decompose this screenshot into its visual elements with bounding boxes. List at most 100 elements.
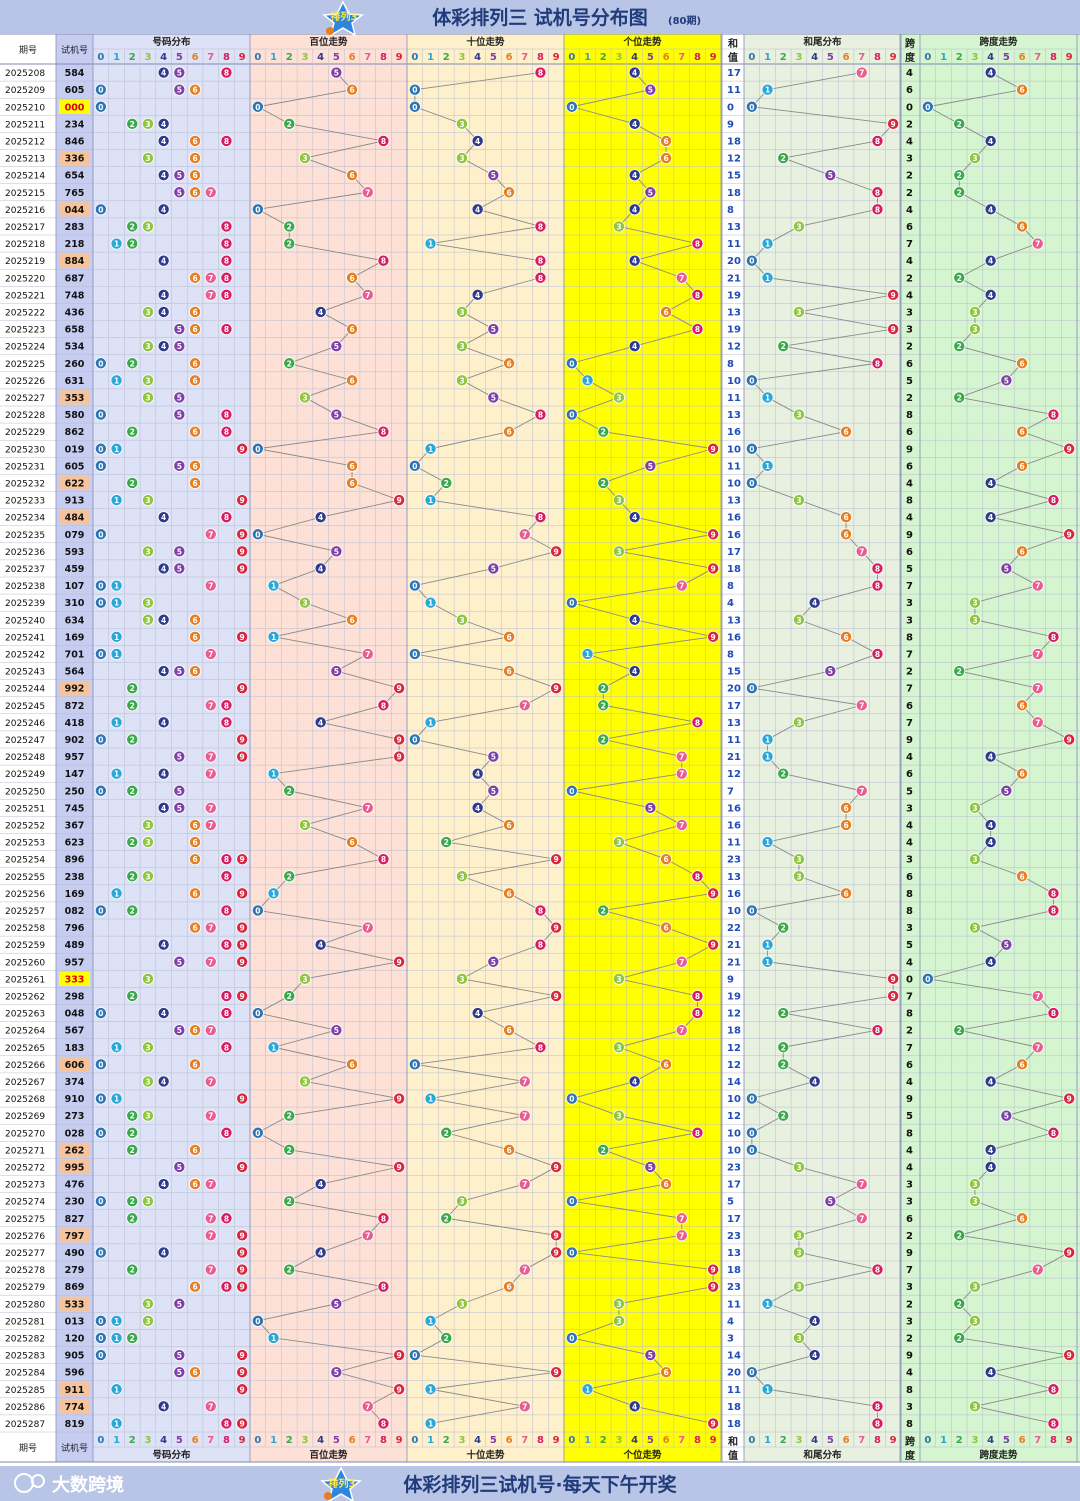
period-cell: 2025214 xyxy=(5,172,45,182)
col-header-period: 期号 xyxy=(19,45,37,56)
span-trend-ball: 4 xyxy=(984,288,997,301)
ball-0 xyxy=(565,408,578,421)
hun-ball: 6 xyxy=(346,83,359,96)
ball-label: 2 xyxy=(287,359,292,368)
ball-label: 1 xyxy=(765,393,770,402)
hun-ball: 4 xyxy=(314,305,327,318)
sum-cell: 12 xyxy=(727,1111,741,1122)
ball-4 xyxy=(157,288,170,301)
period-cell: 2025216 xyxy=(5,206,45,216)
uni-ball: 0 xyxy=(565,596,578,609)
ball-label: 7 xyxy=(679,1214,684,1223)
trend-line-tail xyxy=(783,1029,878,1048)
ball-7 xyxy=(204,271,217,284)
ball-8 xyxy=(871,357,884,370)
trend-line-hun xyxy=(289,243,384,262)
span-trend-ball: 2 xyxy=(953,186,966,199)
ball-label: 1 xyxy=(114,770,119,779)
period-cell: 2025245 xyxy=(5,702,45,712)
period-cell: 2025287 xyxy=(5,1420,45,1430)
number-cell: 658 xyxy=(65,325,85,336)
trend-line-ten xyxy=(430,499,541,518)
ball-6 xyxy=(840,528,853,541)
ball-4 xyxy=(314,511,327,524)
ball-label: 2 xyxy=(957,188,962,197)
span-cell: 4 xyxy=(906,136,913,147)
ball-label: 7 xyxy=(522,1402,527,1411)
ball-label: 5 xyxy=(491,325,496,334)
ball-label: 4 xyxy=(988,821,993,830)
ball-label: 6 xyxy=(1019,359,1024,368)
ball-label: 6 xyxy=(1019,86,1024,95)
ball-label: 7 xyxy=(208,821,213,830)
trend-line-uni xyxy=(634,260,682,279)
span-cell: 6 xyxy=(906,85,913,96)
ball-4 xyxy=(157,117,170,130)
hun-ball: 5 xyxy=(330,66,343,79)
col-header-span-1: 跨 xyxy=(905,1435,916,1448)
ball-label: 8 xyxy=(224,411,229,420)
ball-label: 1 xyxy=(114,582,119,591)
distribution-ball: 6 xyxy=(189,305,202,318)
distribution-ball: 7 xyxy=(204,579,217,592)
digit-header: 5 xyxy=(827,1435,834,1446)
ball-label: 0 xyxy=(98,103,103,112)
span-trend-ball: 5 xyxy=(1000,374,1013,387)
ball-label: 4 xyxy=(161,120,166,129)
ball-3 xyxy=(612,220,625,233)
sum-cell: 13 xyxy=(727,222,741,233)
ball-0 xyxy=(565,100,578,113)
span-trend-ball: 4 xyxy=(984,1160,997,1173)
digit-header: 1 xyxy=(113,52,120,63)
ball-label: 5 xyxy=(177,1368,182,1377)
trend-line-strd xyxy=(927,978,1038,997)
trend-line-tail xyxy=(751,482,800,501)
ball-9 xyxy=(707,528,720,541)
trend-line-hun xyxy=(257,1012,337,1031)
ball-label: 2 xyxy=(601,428,606,437)
span-cell: 2 xyxy=(906,1231,913,1242)
ball-label: 4 xyxy=(988,513,993,522)
ball-label: 7 xyxy=(679,1231,684,1240)
number-highlight xyxy=(59,202,90,217)
trend-line-hun xyxy=(304,824,353,843)
ball-label: 6 xyxy=(506,889,511,898)
ball-6 xyxy=(189,425,202,438)
trend-line-strd xyxy=(959,379,1007,398)
ball-label: 0 xyxy=(98,205,103,214)
trend-line-uni xyxy=(603,1132,698,1151)
span-trend-ball: 6 xyxy=(1016,1212,1029,1225)
distribution-ball: 1 xyxy=(110,596,123,609)
ball-label: 0 xyxy=(98,1334,103,1343)
uni-ball: 3 xyxy=(612,972,625,985)
span-trend-ball: 7 xyxy=(1031,647,1044,660)
ball-label: 7 xyxy=(522,1077,527,1086)
sum-cell: 16 xyxy=(727,632,741,643)
digit-header: 3 xyxy=(144,1435,151,1446)
ball-9 xyxy=(236,528,249,541)
ball-label: 8 xyxy=(224,718,229,727)
ten-ball: 3 xyxy=(455,340,468,353)
trend-line-ten xyxy=(414,568,494,586)
ball-label: 4 xyxy=(161,308,166,317)
ball-9 xyxy=(393,494,406,507)
trend-line-strd xyxy=(974,910,1054,928)
hun-ball: 0 xyxy=(251,1314,264,1327)
span-cell: 8 xyxy=(906,1128,913,1139)
ball-label: 6 xyxy=(1019,547,1024,556)
trend-line-hun xyxy=(257,448,353,467)
hun-ball: 0 xyxy=(251,442,264,455)
ball-label: 5 xyxy=(177,188,182,197)
trend-line-uni xyxy=(587,1371,667,1390)
sum-cell: 18 xyxy=(727,1265,741,1276)
ball-label: 7 xyxy=(1035,240,1040,249)
digit-header: 4 xyxy=(987,1435,994,1446)
uni-ball: 7 xyxy=(675,1212,688,1225)
number-cell: 490 xyxy=(65,1248,85,1259)
hun-ball: 7 xyxy=(361,1400,374,1413)
uni-ball: 4 xyxy=(628,203,641,216)
ball-0 xyxy=(94,83,107,96)
sum-tail-ball: 0 xyxy=(745,904,758,917)
ball-label: 6 xyxy=(192,889,197,898)
